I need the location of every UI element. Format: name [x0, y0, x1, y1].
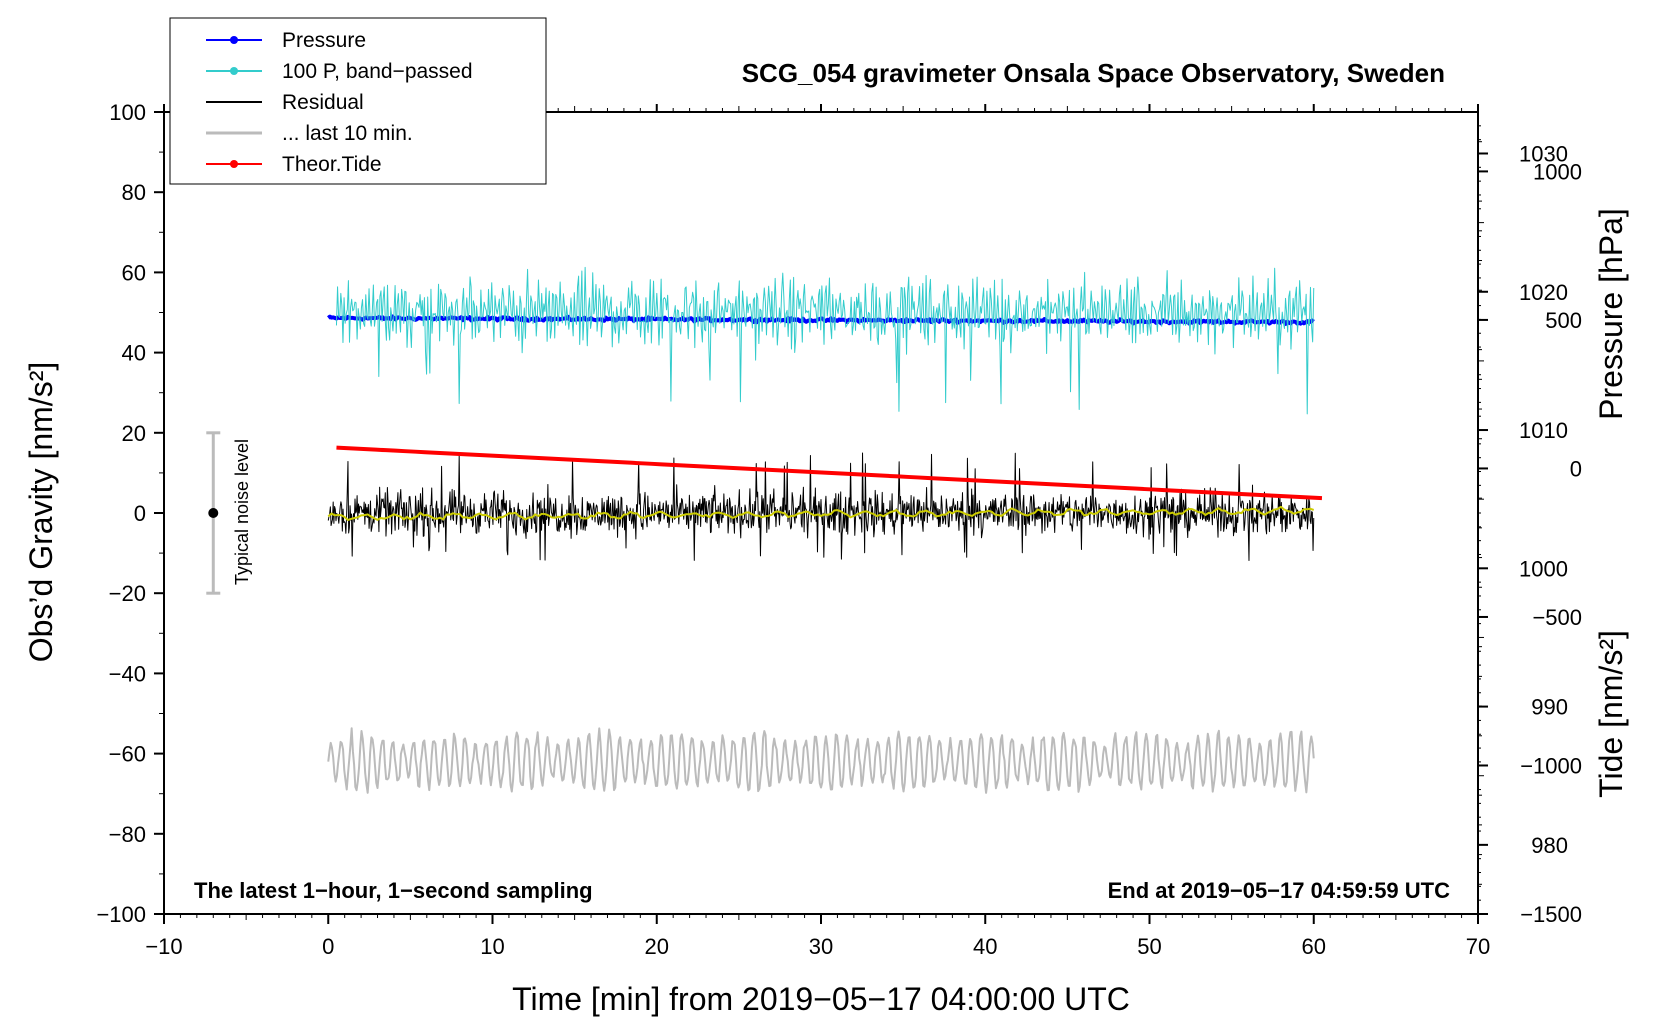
pressure-tick-label: 1020 [1519, 280, 1568, 305]
noise-level-label: Typical noise level [232, 439, 252, 585]
y-tick-label: 20 [122, 421, 146, 446]
pressure-axis-title: Pressure [hPa] [1593, 208, 1629, 420]
series-line [327, 727, 1315, 794]
legend-marker [230, 160, 238, 168]
y-tick-label: 40 [122, 341, 146, 366]
x-tick-label: 40 [973, 934, 997, 959]
tide-tick-label: 500 [1545, 308, 1582, 333]
pressure-tick-label: 1030 [1519, 141, 1568, 166]
y-tick-label: −20 [109, 581, 146, 606]
series-line [327, 505, 1315, 521]
pressure-tick-label: 980 [1531, 833, 1568, 858]
series-layer [327, 266, 1323, 794]
pressure-tick-label: 990 [1531, 695, 1568, 720]
legend-marker [230, 36, 238, 44]
pressure-tick-label: 1000 [1519, 556, 1568, 581]
tide-tick-label: 1000 [1533, 159, 1582, 184]
legend-label: Theor.Tide [282, 153, 382, 176]
pressure-tick-label: 1010 [1519, 418, 1568, 443]
y-tick-label: −60 [109, 742, 146, 767]
y-tick-label: 80 [122, 180, 146, 205]
series-line [336, 445, 1323, 501]
x-tick-label: 10 [480, 934, 504, 959]
chart-title: SCG_054 gravimeter Onsala Space Observat… [742, 58, 1445, 88]
legend-label: 100 P, band−passed [282, 60, 473, 83]
footer-left: The latest 1−hour, 1−second sampling [194, 878, 593, 903]
tide-tick-label: 0 [1570, 456, 1582, 481]
x-tick-label: 60 [1302, 934, 1326, 959]
x-axis-title: Time [min] from 2019−05−17 04:00:00 UTC [512, 981, 1130, 1017]
legend-marker [230, 67, 238, 75]
y-tick-label: 0 [134, 501, 146, 526]
y-tick-label: −80 [109, 822, 146, 847]
legend: Pressure 100 P, band−passed Residual ... la… [169, 17, 547, 185]
x-tick-label: 50 [1137, 934, 1161, 959]
legend-label: ... last 10 min. [282, 122, 413, 145]
noise-level-indicator [206, 431, 221, 595]
tide-tick-label: −1500 [1520, 902, 1582, 927]
y-axis-title: Obs’d Gravity [nm/s²] [23, 362, 59, 663]
footer-right: End at 2019−05−17 04:59:59 UTC [1108, 878, 1451, 903]
tide-axis-title: Tide [nm/s²] [1593, 630, 1629, 798]
x-tick-label: 0 [322, 934, 334, 959]
y-tick-label: 100 [109, 100, 146, 125]
ticks-layer: −10 0 10 20 30 40 50 60 70100806040200−20−40−60−… [96, 100, 1582, 959]
y-tick-label: −40 [109, 661, 146, 686]
y-tick-label: 60 [122, 260, 146, 285]
legend-label: Residual [282, 91, 364, 114]
tide-tick-label: −500 [1532, 605, 1582, 630]
x-tick-label: 70 [1466, 934, 1490, 959]
noise-center-dot [208, 508, 219, 518]
series-line [335, 266, 1315, 415]
x-tick-label: 30 [809, 934, 833, 959]
y-tick-label: −100 [96, 902, 146, 927]
legend-label: Pressure [282, 29, 366, 52]
tide-tick-label: −1000 [1520, 753, 1582, 778]
x-tick-label: −10 [145, 934, 182, 959]
x-tick-label: 20 [645, 934, 669, 959]
